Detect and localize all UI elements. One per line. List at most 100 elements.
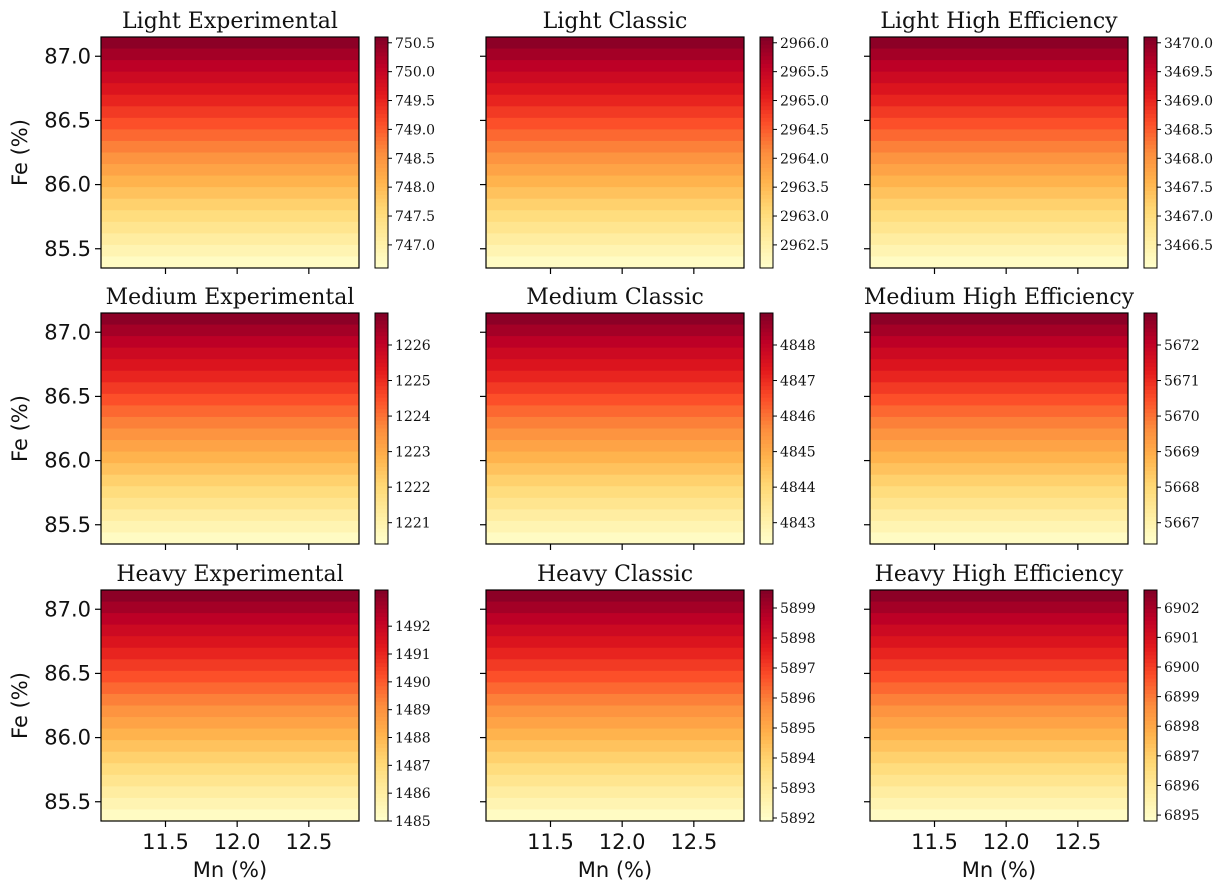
colorbar-segment <box>1144 409 1157 414</box>
heatmap-cell <box>870 682 1128 695</box>
colorbar-segment <box>1144 164 1157 169</box>
colorbar-segment <box>760 332 773 337</box>
colorbar-segment <box>1144 747 1157 753</box>
heatmap-cell <box>101 164 359 177</box>
colorbar-frame <box>759 312 774 545</box>
heatmap-cell <box>101 416 359 430</box>
colorbar-segment <box>375 636 388 641</box>
colorbar-tick-label: 6898 <box>1164 719 1200 735</box>
colorbar-segment <box>760 609 773 614</box>
heatmap-cell <box>486 71 744 84</box>
colorbar-segment <box>760 663 773 668</box>
colorbar-segment <box>375 797 388 803</box>
colorbar-segment <box>760 148 773 154</box>
colorbar-segment <box>1144 782 1157 787</box>
colorbar-segment <box>1144 48 1157 53</box>
colorbar-segment <box>760 140 773 146</box>
colorbar-segment <box>760 655 773 660</box>
y-tick-label: 86.0 <box>44 726 91 750</box>
colorbar-segment <box>760 532 773 537</box>
colorbar-segment <box>1144 198 1157 204</box>
heatmap-cell <box>486 624 744 637</box>
heatmap-cell <box>101 786 359 799</box>
heatmap-cell <box>486 152 744 165</box>
colorbar-segment <box>1144 102 1157 107</box>
colorbar-segment <box>760 590 773 595</box>
colorbar-segment <box>375 782 388 787</box>
heatmap-cell <box>486 532 744 545</box>
colorbar-segment <box>760 740 773 745</box>
y-tick-label: 85.5 <box>44 237 91 261</box>
colorbar-segment <box>760 183 773 188</box>
colorbar-segment <box>375 767 388 772</box>
heatmap-cell <box>486 636 744 649</box>
colorbar-segment <box>1144 678 1157 683</box>
y-tick-label: 86.0 <box>44 449 91 473</box>
colorbar-tick-label: 1222 <box>395 480 431 496</box>
colorbar-segment <box>375 332 388 337</box>
colorbar-segment <box>760 152 773 157</box>
colorbar-segment <box>1144 601 1157 606</box>
heatmap-cell <box>486 83 744 96</box>
plot-frame <box>100 589 360 822</box>
colorbar-segment <box>375 663 388 668</box>
heatmap-cell <box>486 221 744 234</box>
colorbar-frame <box>759 36 774 269</box>
colorbar-segment <box>760 470 773 476</box>
colorbar-tick-label: 4845 <box>780 445 816 461</box>
colorbar-segment <box>375 233 388 238</box>
colorbar-segment <box>375 121 388 127</box>
heatmap-cell <box>870 152 1128 165</box>
colorbar-segment <box>760 244 773 250</box>
colorbar-segment <box>375 447 388 453</box>
heatmap-cell <box>101 405 359 418</box>
colorbar-segment <box>375 790 388 795</box>
colorbar-segment <box>760 636 773 641</box>
colorbar-segment <box>375 260 388 265</box>
colorbar-segment <box>760 374 773 380</box>
colorbar-segment <box>1144 160 1157 165</box>
colorbar-segment <box>760 102 773 107</box>
colorbar-segment <box>1144 221 1157 227</box>
heatmap-cell <box>101 520 359 534</box>
colorbar-segment <box>1144 774 1157 780</box>
colorbar-tick-label: 4844 <box>780 480 816 496</box>
colorbar-segment <box>375 486 388 491</box>
colorbar-tick-label: 1490 <box>395 675 431 691</box>
colorbar-segment <box>1144 94 1157 100</box>
heatmap-cell <box>870 428 1128 441</box>
colorbar-segment <box>760 486 773 491</box>
colorbar-segment <box>375 409 388 414</box>
heatmap-cell <box>870 48 1128 61</box>
plot-frame <box>100 312 360 545</box>
colorbar-segment <box>760 459 773 464</box>
colorbar-segment <box>1144 524 1157 530</box>
colorbar-segment <box>760 160 773 165</box>
colorbar-segment <box>760 60 773 65</box>
y-axis-label: Fe (%) <box>8 395 32 462</box>
colorbar-segment <box>760 316 773 322</box>
heatmap-cell <box>870 382 1128 395</box>
colorbar-segment <box>375 94 388 100</box>
colorbar-segment <box>375 493 388 499</box>
colorbar-segment <box>375 194 388 200</box>
colorbar-segment <box>1144 156 1157 161</box>
colorbar-segment <box>1144 482 1157 487</box>
colorbar-segment <box>375 732 388 737</box>
colorbar-segment <box>1144 167 1157 173</box>
colorbar-segment <box>760 801 773 807</box>
heatmap-cell <box>870 324 1128 337</box>
colorbar-segment <box>760 206 773 211</box>
colorbar-segment <box>760 724 773 730</box>
colorbar-segment <box>760 386 773 391</box>
colorbar-segment <box>375 252 388 258</box>
colorbar-segment <box>1144 443 1157 449</box>
colorbar-tick-label: 3467.5 <box>1164 180 1213 196</box>
colorbar-tick-label: 1224 <box>395 409 431 425</box>
colorbar-segment <box>375 455 388 460</box>
colorbar-segment <box>760 378 773 383</box>
plot-frame <box>485 36 745 269</box>
y-tick-label: 86.0 <box>44 173 91 197</box>
y-tick-label: 87.0 <box>44 320 91 344</box>
colorbar-segment <box>760 474 773 480</box>
